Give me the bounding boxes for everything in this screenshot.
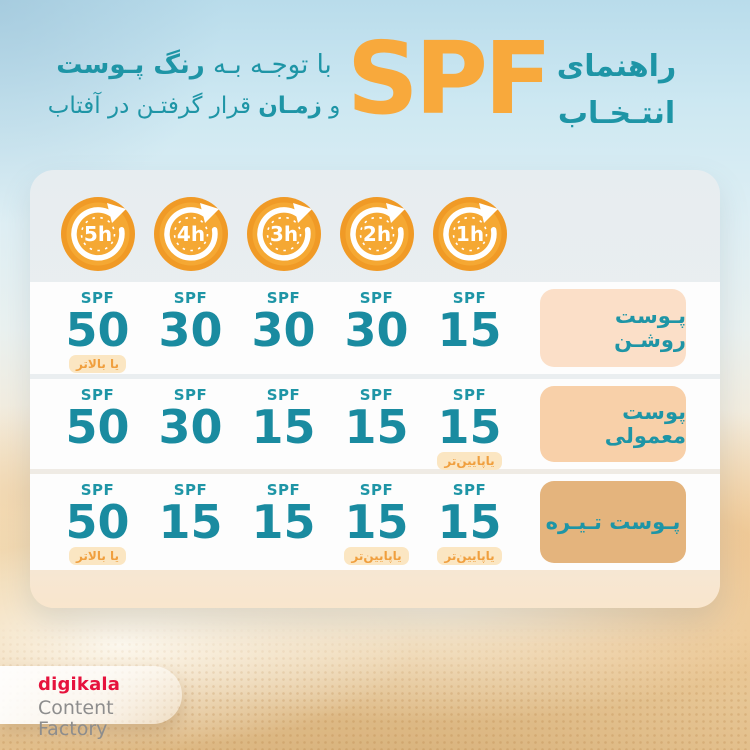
row-cells: SPF 50 یا بالاتر SPF 30 SPF 30 SPF 30 <box>51 289 516 373</box>
spf-unit-label: SPF <box>266 386 301 404</box>
brand-logo-digikala: digikala <box>38 674 121 695</box>
page-title-line1: راهنمای <box>556 49 677 84</box>
spf-qualifier-badge: یاپایین‌تر <box>437 546 502 565</box>
spf-cell: SPF 15 <box>330 386 423 470</box>
spf-value: 30 <box>158 303 223 357</box>
spf-value: 30 <box>158 400 223 454</box>
subtitle-line1: با توجـه بـه رنگ پـوست <box>38 50 350 80</box>
spf-unit-label: SPF <box>80 289 115 307</box>
table-row-normal-skin: SPF 50 SPF 30 SPF 15 SPF 15 <box>30 379 720 470</box>
spf-cell: SPF 15 <box>423 289 516 373</box>
spf-cell: SPF 15 یاپایین‌تر <box>423 386 516 470</box>
clock-4h-icon: 4h <box>144 196 237 272</box>
clock-5h-label: 5h <box>83 222 111 246</box>
spf-unit-label: SPF <box>452 386 487 404</box>
spf-unit-label: SPF <box>359 386 394 404</box>
duration-header-row: 5h 4h <box>51 196 516 272</box>
subtitle-line1-normal: با توجـه بـه <box>204 50 332 80</box>
spf-value: 15 <box>158 495 223 549</box>
row-cells: SPF 50 یا بالاتر SPF 15 SPF 15 SPF 15 <box>51 481 516 565</box>
spf-unit-label: SPF <box>359 481 394 499</box>
subtitle-line2-bold: زمـان <box>258 93 322 119</box>
spf-value: 15 <box>437 400 502 454</box>
spf-unit-label: SPF <box>452 481 487 499</box>
spf-value: 15 <box>251 495 316 549</box>
spf-value: 30 <box>251 303 316 357</box>
spf-unit-label: SPF <box>173 481 208 499</box>
spf-qualifier-badge: یا بالاتر <box>68 546 127 565</box>
page-subtitle: با توجـه بـه رنگ پـوست و زمـان قرار گرفت… <box>38 50 350 119</box>
clock-3h-icon: 3h <box>237 196 330 272</box>
spf-cell: SPF 50 <box>51 386 144 470</box>
spf-table-card: 5h 4h <box>30 170 720 608</box>
clock-3h-label: 3h <box>269 222 297 246</box>
clock-1h-icon: 1h <box>423 196 516 272</box>
spf-unit-label: SPF <box>359 289 394 307</box>
spf-value: 50 <box>65 495 130 549</box>
subtitle-line1-bold: رنگ پـوست <box>56 50 205 80</box>
spf-value: 15 <box>344 400 409 454</box>
page-title: راهنمای انتـخـاب <box>529 44 704 137</box>
clock-2h-icon: 2h <box>330 196 423 272</box>
spf-cell: SPF 15 <box>237 481 330 565</box>
spf-cell: SPF 30 <box>144 289 237 373</box>
table-row-dark-skin: SPF 50 یا بالاتر SPF 15 SPF 15 SPF 15 <box>30 474 720 570</box>
spf-value: 30 <box>344 303 409 357</box>
skin-type-label-dark: پـوست تـیـره <box>540 481 686 563</box>
spf-cell: SPF 15 <box>144 481 237 565</box>
spf-value: 50 <box>65 303 130 357</box>
spf-unit-label: SPF <box>80 481 115 499</box>
skin-type-label-light: پـوست روشـن <box>540 289 686 367</box>
spf-cell: SPF 50 یا بالاتر <box>51 289 144 373</box>
spf-cell: SPF 50 یا بالاتر <box>51 481 144 565</box>
spf-unit-label: SPF <box>266 289 301 307</box>
spf-qualifier-badge: یا بالاتر <box>68 354 127 373</box>
row-cells: SPF 50 SPF 30 SPF 15 SPF 15 <box>51 386 516 470</box>
spf-unit-label: SPF <box>452 289 487 307</box>
clock-5h-icon: 5h <box>51 196 144 272</box>
spf-value: 15 <box>251 400 316 454</box>
spf-cell: SPF 30 <box>237 289 330 373</box>
spf-value: 15 <box>344 495 409 549</box>
spf-cell: SPF 15 <box>237 386 330 470</box>
clock-2h-label: 2h <box>362 222 390 246</box>
spf-unit-label: SPF <box>173 386 208 404</box>
skin-type-label-normal: پوست معمولی <box>540 386 686 462</box>
spf-value: 15 <box>437 303 502 357</box>
page-title-line2: انتـخـاب <box>557 95 676 131</box>
subtitle-line2-rest: قرار گرفتـن در آفتاب <box>47 93 259 119</box>
spf-unit-label: SPF <box>80 386 115 404</box>
spf-value: 15 <box>437 495 502 549</box>
table-row-light-skin: SPF 50 یا بالاتر SPF 30 SPF 30 SPF 30 <box>30 282 720 374</box>
spf-cell: SPF 15 یاپایین‌تر <box>423 481 516 565</box>
clock-4h-label: 4h <box>176 222 204 246</box>
spf-cell: SPF 15 یاپایین‌تر <box>330 481 423 565</box>
brand-pill: digikala Content Factory <box>0 666 182 739</box>
spf-cell: SPF 30 <box>330 289 423 373</box>
subtitle-line2: و زمـان قرار گرفتـن در آفتاب <box>38 93 350 119</box>
spf-unit-label: SPF <box>173 289 208 307</box>
spf-value: 50 <box>65 400 130 454</box>
spf-unit-label: SPF <box>266 481 301 499</box>
subtitle-line2-and: و <box>321 93 341 119</box>
clock-1h-label: 1h <box>455 222 483 246</box>
brand-subtitle: Content Factory <box>38 696 114 740</box>
spf-qualifier-badge: یاپایین‌تر <box>437 451 502 470</box>
spf-cell: SPF 30 <box>144 386 237 470</box>
spf-qualifier-badge: یاپایین‌تر <box>344 546 409 565</box>
spf-headline: SPF <box>346 20 553 137</box>
